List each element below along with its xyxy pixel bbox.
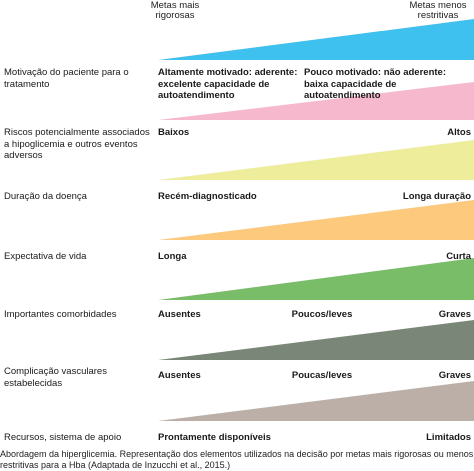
row-right-patient-motivation: Pouco motivado: não aderente: baixa capa… bbox=[304, 67, 446, 101]
row-right-disease-duration: Longa duração bbox=[402, 191, 471, 202]
row-middle-vascular-complications: Poucas/leves bbox=[291, 370, 353, 381]
header-stricter-goals: Metas mais rigorosas bbox=[150, 0, 200, 21]
row-label-vascular-complications: Complicação vasculares estabelecidas bbox=[4, 366, 107, 389]
row-label-life-expectancy: Expectativa de vida bbox=[4, 251, 87, 262]
row-right-life-expectancy: Curta bbox=[446, 251, 471, 262]
wedge-vascular-complications bbox=[158, 320, 474, 360]
row-label-patient-motivation: Motivação do paciente para o tratamento bbox=[4, 67, 129, 90]
row-left-support-resources: Prontamente disponíveis bbox=[158, 432, 271, 443]
wedge-support-resources bbox=[158, 381, 474, 421]
row-left-patient-motivation: Altamente motivado: aderente: excelente … bbox=[158, 67, 298, 101]
figure-caption: Abordagem da hiperglicemia. Representaçã… bbox=[0, 449, 474, 470]
row-left-hypoglycemia-risk: Baixos bbox=[158, 127, 190, 138]
row-label-disease-duration: Duração da doença bbox=[4, 191, 87, 202]
row-label-comorbidities: Importantes comorbidades bbox=[4, 309, 117, 320]
row-right-hypoglycemia-risk: Altos bbox=[447, 127, 471, 138]
wedge-hypoglycemia-risk bbox=[158, 82, 474, 120]
row-right-comorbidities: Graves bbox=[438, 309, 471, 320]
wedge-life-expectancy bbox=[158, 200, 474, 240]
row-right-support-resources: Limitados bbox=[426, 432, 471, 443]
wedge-comorbidities bbox=[158, 258, 474, 300]
row-middle-comorbidities: Poucos/leves bbox=[291, 309, 353, 320]
row-left-life-expectancy: Longa bbox=[158, 251, 187, 262]
row-label-hypoglycemia-risk: Riscos potencialmente associados a hipog… bbox=[4, 127, 150, 161]
wedge-patient-motivation bbox=[158, 19, 474, 60]
row-left-vascular-complications: Ausentes bbox=[158, 370, 201, 381]
wedge-disease-duration bbox=[158, 140, 474, 180]
row-left-disease-duration: Recém-diagnosticado bbox=[158, 191, 257, 202]
header-less-restrictive-goals: Metas menos restritivas bbox=[409, 0, 467, 21]
row-right-vascular-complications: Graves bbox=[438, 370, 471, 381]
row-left-comorbidities: Ausentes bbox=[158, 309, 201, 320]
row-label-support-resources: Recursos, sistema de apoio bbox=[4, 432, 122, 443]
